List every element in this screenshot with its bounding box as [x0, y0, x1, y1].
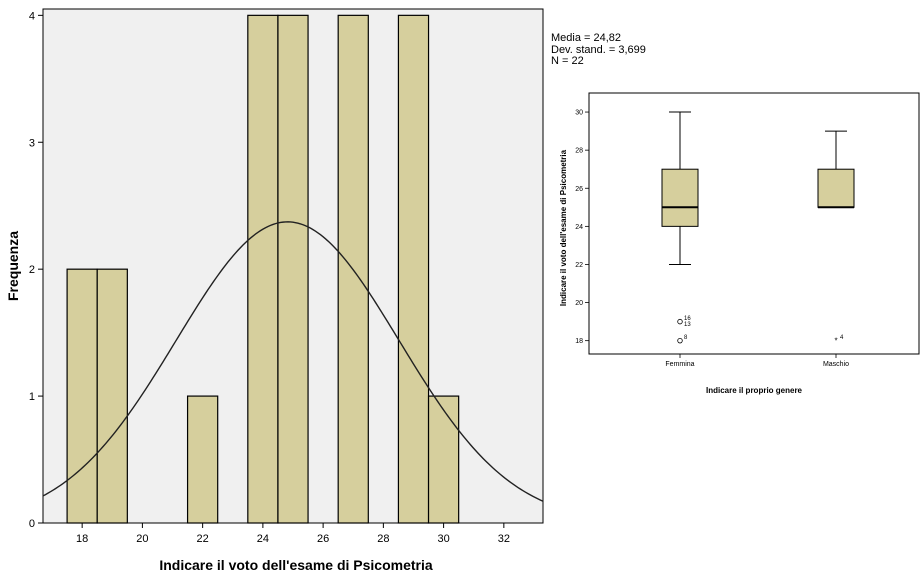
box-iqr: [817, 168, 855, 208]
histogram-bar: [277, 14, 309, 524]
hist-y-tick-label: 1: [29, 391, 35, 403]
histogram-bar: [66, 268, 98, 524]
box-maschio: * 4: [817, 130, 855, 346]
boxplot-x-axis-label: Indicare il proprio genere: [706, 386, 803, 395]
histogram-x-axis-label: Indicare il voto dell'esame di Psicometr…: [159, 557, 433, 573]
hist-y-tick-label: 4: [29, 10, 35, 22]
histogram-bar: [247, 14, 279, 524]
normal-curve: [42, 221, 544, 502]
hist-x-tick-label: 20: [136, 533, 148, 545]
histogram-axes: 0 1 2 3 4 18 20 22 24 26 28 30 32: [29, 10, 510, 545]
box-x-tick-label: Maschio: [823, 361, 849, 368]
outlier-marker: [677, 318, 683, 325]
box-y-tick-label: 26: [575, 186, 583, 193]
boxplot-plot-area: [588, 92, 920, 355]
boxplot-axes: 18 20 22 24 26 28 30 Femmina Maschio: [575, 110, 849, 368]
box-y-tick-label: 30: [575, 110, 583, 117]
hist-y-tick-label: 0: [29, 518, 35, 530]
boxplot-y-axis-label: Indicare il voto dell'esame di Psicometr…: [559, 149, 568, 306]
hist-x-tick-label: 32: [498, 533, 510, 545]
extreme-marker: *: [834, 337, 837, 346]
box-y-tick-label: 28: [575, 148, 583, 155]
histogram-y-axis-label: Frequenza: [5, 231, 21, 301]
hist-x-tick-label: 28: [377, 533, 389, 545]
outlier-label: 4: [840, 335, 844, 341]
outlier-label: 13: [684, 322, 691, 328]
histogram-bar: [397, 14, 430, 524]
histogram-bar: [186, 395, 219, 524]
outlier-label: 8: [684, 335, 688, 341]
mean-stat: Media = 24,82: [551, 32, 622, 44]
hist-y-tick-label: 2: [29, 264, 35, 276]
histogram-bar: [96, 268, 128, 524]
box-iqr: [661, 168, 699, 227]
hist-y-tick-label: 3: [29, 137, 35, 149]
hist-x-tick-label: 30: [437, 533, 449, 545]
hist-x-tick-label: 18: [76, 533, 88, 545]
hist-x-tick-label: 24: [257, 533, 269, 545]
n-stat: N = 22: [551, 55, 584, 67]
outlier-marker: [677, 337, 683, 344]
box-x-tick-label: Femmina: [665, 361, 694, 368]
summary-statistics: Media = 24,82 Dev. stand. = 3,699 N = 22: [551, 32, 646, 68]
box-y-tick-label: 20: [575, 300, 583, 307]
hist-x-tick-label: 26: [317, 533, 329, 545]
histogram-bars: [66, 14, 460, 524]
histogram-chart: 0 1 2 3 4 18 20 22 24 26 28 30 32 Indicare il voto d…: [5, 8, 544, 573]
std-dev-stat: Dev. stand. = 3,699: [551, 43, 646, 56]
box-y-tick-label: 22: [575, 262, 583, 269]
histogram-bar: [427, 395, 460, 524]
box-y-tick-label: 18: [575, 338, 583, 345]
outlier-label: 16: [684, 316, 691, 322]
hist-x-tick-label: 22: [197, 533, 209, 545]
box-y-tick-label: 24: [575, 224, 583, 231]
